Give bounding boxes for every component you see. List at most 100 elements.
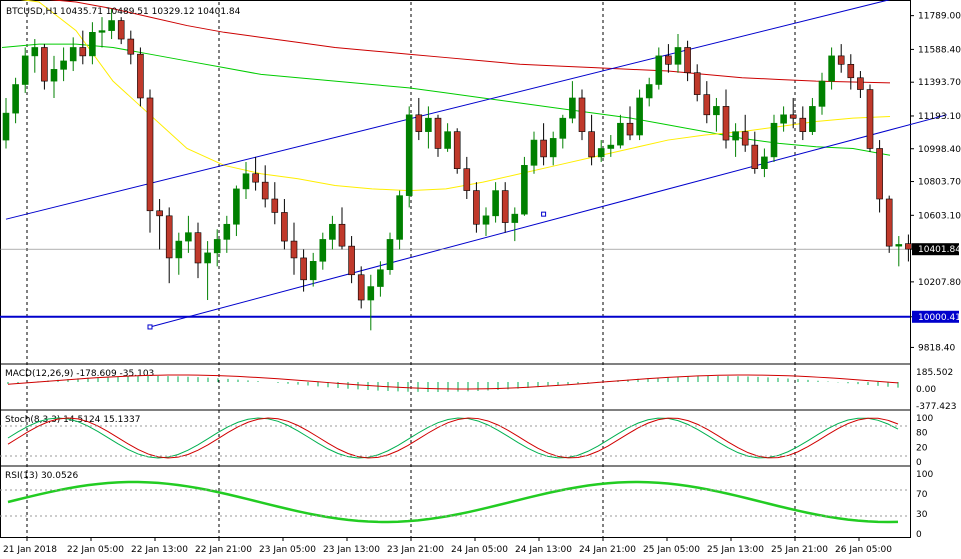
chart-symbol: BTCUSD,H1 (6, 7, 58, 17)
time-tick-label: 25 Jan 05:00 (643, 545, 700, 555)
time-tick-label: 24 Jan 21:00 (579, 545, 636, 555)
candle-body (108, 20, 115, 31)
candle-body (741, 131, 749, 146)
candle-body (453, 131, 461, 169)
chart-frame (0, 0, 911, 538)
price-tick-label: 11193.10 (918, 112, 961, 122)
indicator-name: MACD(12,26,9) -178.609 -35.103 (5, 369, 154, 379)
indicator-tick-label: 0.00 (916, 385, 936, 395)
moving-average-line (48, 0, 891, 84)
stoch-main-line (7, 417, 899, 459)
time-tick-label: 26 Jan 05:00 (835, 545, 892, 555)
candle-body (137, 53, 144, 99)
time-tick-label: 22 Jan 13:00 (131, 545, 188, 555)
price-tick-label: 11393.70 (918, 78, 961, 88)
candle-body (693, 72, 701, 95)
time-tick-label: 21 Jan 2018 (3, 545, 57, 555)
support-price-tag (912, 310, 959, 323)
candle-body (425, 117, 432, 132)
candle-body (549, 138, 557, 158)
candle-body (185, 232, 192, 242)
time-tick-label: 23 Jan 13:00 (323, 545, 380, 555)
candle-body (290, 240, 298, 259)
candle-body (799, 117, 807, 132)
candle-body (492, 190, 499, 217)
candle-body (204, 252, 211, 264)
indicator-panel-1: MACD(12,26,9) -178.609 -35.103 185.502 0.0… (5, 368, 956, 412)
price-tick-label: 11789.00 (918, 12, 961, 22)
chart-ohlc: 10435.71 10489.51 10329.12 10401.84 (60, 7, 241, 17)
candle-body (607, 144, 615, 149)
candle-body (569, 97, 576, 119)
candle-body (674, 47, 682, 65)
indicator-tick-label: 0 (916, 458, 922, 468)
candle-body (789, 114, 797, 119)
indicator-tick-label: 0 (916, 530, 922, 540)
candle-body (818, 80, 826, 107)
candle-body (252, 173, 259, 183)
candle-body (2, 112, 10, 141)
candle-body (12, 84, 19, 114)
price-panel (0, 0, 947, 331)
macd-signal-line (7, 374, 899, 390)
candle-body (319, 239, 327, 262)
candle-body (684, 47, 691, 74)
candle-body (511, 213, 519, 223)
price-tick-label: 11588.40 (918, 45, 961, 55)
candle-body (809, 106, 816, 132)
candle-body (41, 47, 48, 82)
time-tick-label: 23 Jan 05:00 (259, 545, 316, 555)
candle-body (60, 60, 67, 70)
candle-body (338, 223, 346, 247)
candle-body (876, 148, 883, 200)
candle-body (713, 106, 720, 116)
candle-body (521, 165, 528, 215)
candle-body (367, 286, 375, 301)
candle-body (31, 47, 39, 57)
time-tick-label: 22 Jan 05:00 (67, 545, 124, 555)
candle-body (857, 77, 864, 90)
candle-body (194, 232, 202, 264)
channel-anchor-marker (541, 211, 547, 217)
indicator-tick-label: 185.502 (916, 368, 953, 378)
candle-body (261, 181, 269, 200)
candle-body (309, 260, 317, 281)
candle-body (377, 269, 384, 287)
candle-body (578, 97, 586, 132)
candle-body (434, 117, 442, 149)
candle-body (847, 63, 855, 79)
time-tick-label: 25 Jan 13:00 (707, 545, 764, 555)
candle-body (761, 156, 768, 169)
candle-body (156, 210, 163, 217)
candle-body (50, 69, 58, 82)
candle-body (905, 243, 912, 250)
candle-body (98, 30, 106, 33)
candle-body (866, 89, 874, 149)
candle-body (722, 106, 730, 141)
candle-body (117, 20, 125, 40)
price-tick-label: 9818.40 (918, 343, 955, 353)
rsi-line (7, 480, 899, 524)
candle-body (300, 257, 307, 281)
candle-body (588, 131, 595, 158)
candle-body (405, 114, 413, 196)
candle-body (463, 168, 471, 191)
candle-body (626, 122, 634, 136)
candle-body (732, 131, 739, 141)
candle-body (21, 55, 29, 85)
candle-body (329, 223, 336, 240)
candle-body (69, 47, 77, 62)
time-tick-label: 22 Jan 21:00 (195, 545, 252, 555)
price-tick-label: 10401.84 (918, 245, 961, 255)
candle-body (636, 97, 643, 136)
channel-anchor-marker (147, 324, 153, 330)
price-tick-label: 10998.40 (918, 145, 961, 155)
candle-body (146, 97, 154, 212)
candle-body (837, 55, 845, 65)
candle-body (482, 215, 490, 225)
candle-body (473, 190, 480, 225)
candle-body (165, 215, 173, 259)
candle-body (751, 144, 759, 169)
